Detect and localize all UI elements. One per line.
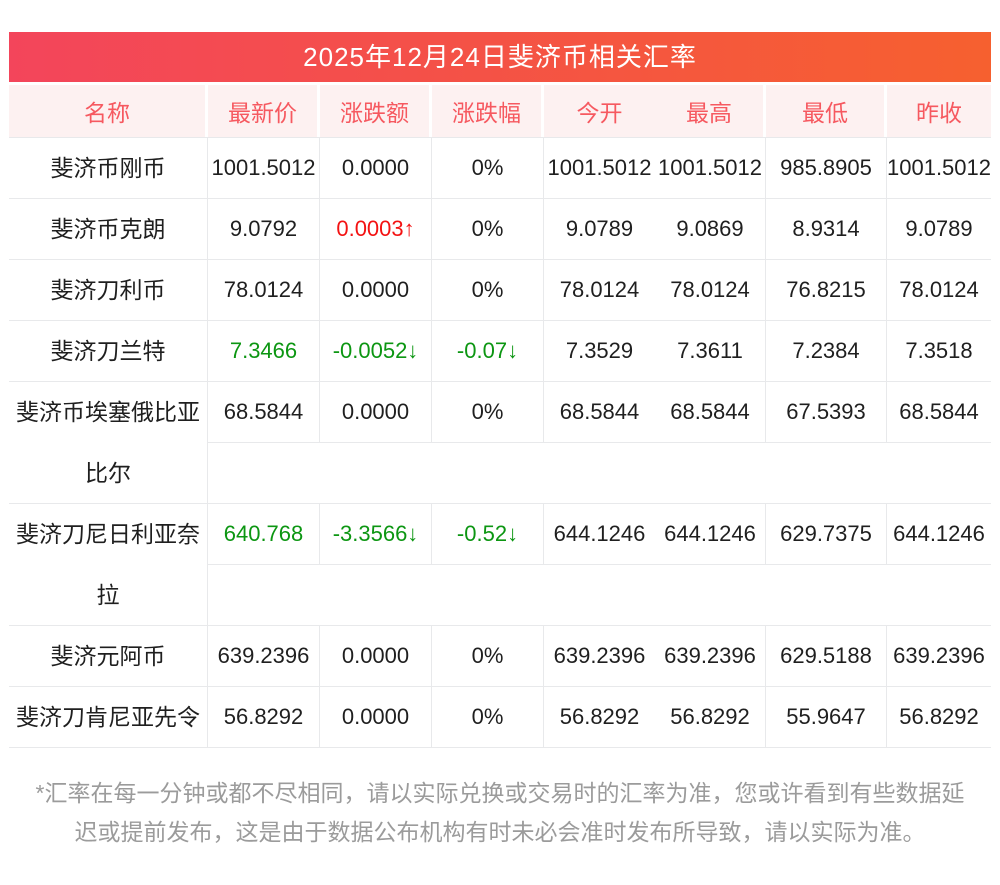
table-header: 名称 最新价 涨跌额 涨跌幅 今开 最高 最低 昨收 (9, 85, 991, 137)
low-price: 67.5393 (766, 382, 887, 442)
currency-name: 斐济刀尼日利亚奈拉 (9, 504, 208, 625)
last-price: 1001.5012 (208, 138, 320, 198)
prev-close: 644.1246 (893, 521, 985, 546)
change-percent: -0.07↓ (432, 321, 544, 381)
table-row: 斐济币刚币 1001.5012 0.0000 0% 1001.5012 1001… (9, 138, 991, 199)
last-price: 78.0124 (208, 260, 320, 320)
table-row: 斐济币克朗 9.0792 0.0003↑ 0% 9.0789 9.0869 8.… (9, 199, 991, 260)
currency-name: 斐济刀兰特 (9, 321, 208, 381)
prev-close: 56.8292 (899, 704, 979, 729)
col-header-last: 最新价 (208, 85, 317, 137)
last-price: 640.768 (208, 504, 320, 564)
table-row: 斐济刀肯尼亚先令 56.8292 0.0000 0% 56.8292 56.82… (9, 687, 991, 748)
open-price: 1001.5012 (547, 155, 652, 180)
open-price: 9.0789 (565, 216, 634, 241)
prev-close: 1001.5012 (887, 155, 991, 180)
col-header-open: 今开 (544, 85, 655, 137)
low-price: 7.2384 (766, 321, 887, 381)
low-price: 8.9314 (766, 199, 887, 259)
change-amount: 0.0000 (320, 260, 432, 320)
change-percent: 0% (432, 260, 544, 320)
open-price: 56.8292 (559, 704, 640, 729)
low-price: 629.7375 (766, 504, 887, 564)
open-price: 78.0124 (559, 277, 640, 302)
disclaimer-text: *汇率在每一分钟或都不尽相同，请以实际兑换或交易时的汇率为准，您或许看到有些数据… (35, 780, 965, 845)
high-price: 68.5844 (655, 382, 766, 442)
change-amount: 0.0000 (320, 626, 432, 686)
col-header-low: 最低 (766, 85, 884, 137)
last-price: 7.3466 (208, 321, 320, 381)
high-price: 7.3611 (655, 321, 766, 381)
last-price: 56.8292 (208, 687, 320, 747)
change-amount: 0.0000 (320, 382, 432, 442)
table-body: 斐济币刚币 1001.5012 0.0000 0% 1001.5012 1001… (9, 137, 991, 748)
row-filler (208, 443, 991, 503)
change-percent: 0% (432, 626, 544, 686)
prev-close: 9.0789 (905, 216, 973, 241)
col-header-name: 名称 (9, 85, 205, 137)
high-price: 1001.5012 (655, 138, 766, 198)
currency-name: 斐济币刚币 (9, 138, 208, 198)
table-row: 斐济刀兰特 7.3466 -0.0052↓ -0.07↓ 7.3529 7.36… (9, 321, 991, 382)
low-price: 55.9647 (766, 687, 887, 747)
change-percent: -0.52↓ (432, 504, 544, 564)
table-row: 斐济刀尼日利亚奈拉 640.768 -3.3566↓ -0.52↓ 644.12… (9, 504, 991, 626)
col-header-prev: 昨收 (887, 85, 991, 137)
table-row: 斐济币埃塞俄比亚比尔 68.5844 0.0000 0% 68.5844 68.… (9, 382, 991, 504)
change-percent: 0% (432, 382, 544, 442)
open-price: 7.3529 (565, 338, 634, 363)
page-title: 2025年12月24日斐济币相关汇率 (9, 32, 991, 82)
col-header-pct: 涨跌幅 (432, 85, 541, 137)
prev-close: 639.2396 (893, 643, 985, 668)
currency-name: 斐济刀利币 (9, 260, 208, 320)
prev-close: 68.5844 (899, 399, 979, 424)
currency-name: 斐济元阿币 (9, 626, 208, 686)
table-row: 斐济刀利币 78.0124 0.0000 0% 78.0124 78.0124 … (9, 260, 991, 321)
change-percent: 0% (432, 138, 544, 198)
low-price: 76.8215 (766, 260, 887, 320)
high-price: 644.1246 (655, 504, 766, 564)
last-price: 9.0792 (208, 199, 320, 259)
currency-name: 斐济币克朗 (9, 199, 208, 259)
open-price: 644.1246 (553, 521, 646, 546)
col-header-change: 涨跌额 (320, 85, 429, 137)
high-price: 9.0869 (655, 199, 766, 259)
change-amount: 0.0000 (320, 687, 432, 747)
row-filler (208, 565, 991, 625)
high-price: 78.0124 (655, 260, 766, 320)
currency-name: 斐济刀肯尼亚先令 (9, 687, 208, 747)
open-price: 68.5844 (559, 399, 640, 424)
last-price: 639.2396 (208, 626, 320, 686)
change-amount: -0.0052↓ (320, 321, 432, 381)
currency-name: 斐济币埃塞俄比亚比尔 (9, 382, 208, 503)
prev-close: 78.0124 (899, 277, 979, 302)
change-amount: -3.3566↓ (320, 504, 432, 564)
last-price: 68.5844 (208, 382, 320, 442)
low-price: 629.5188 (766, 626, 887, 686)
high-price: 56.8292 (655, 687, 766, 747)
open-price: 639.2396 (553, 643, 646, 668)
change-percent: 0% (432, 687, 544, 747)
exchange-rate-page: S 南方财富网 outhmoney.com 2025年12月24日斐济币相关汇率… (9, 32, 991, 852)
prev-close: 7.3518 (905, 338, 973, 363)
change-amount: 0.0003↑ (320, 199, 432, 259)
change-percent: 0% (432, 199, 544, 259)
change-amount: 0.0000 (320, 138, 432, 198)
table-row: 斐济元阿币 639.2396 0.0000 0% 639.2396 639.23… (9, 626, 991, 687)
high-price: 639.2396 (655, 626, 766, 686)
low-price: 985.8905 (766, 138, 887, 198)
col-header-high: 最高 (655, 85, 763, 137)
